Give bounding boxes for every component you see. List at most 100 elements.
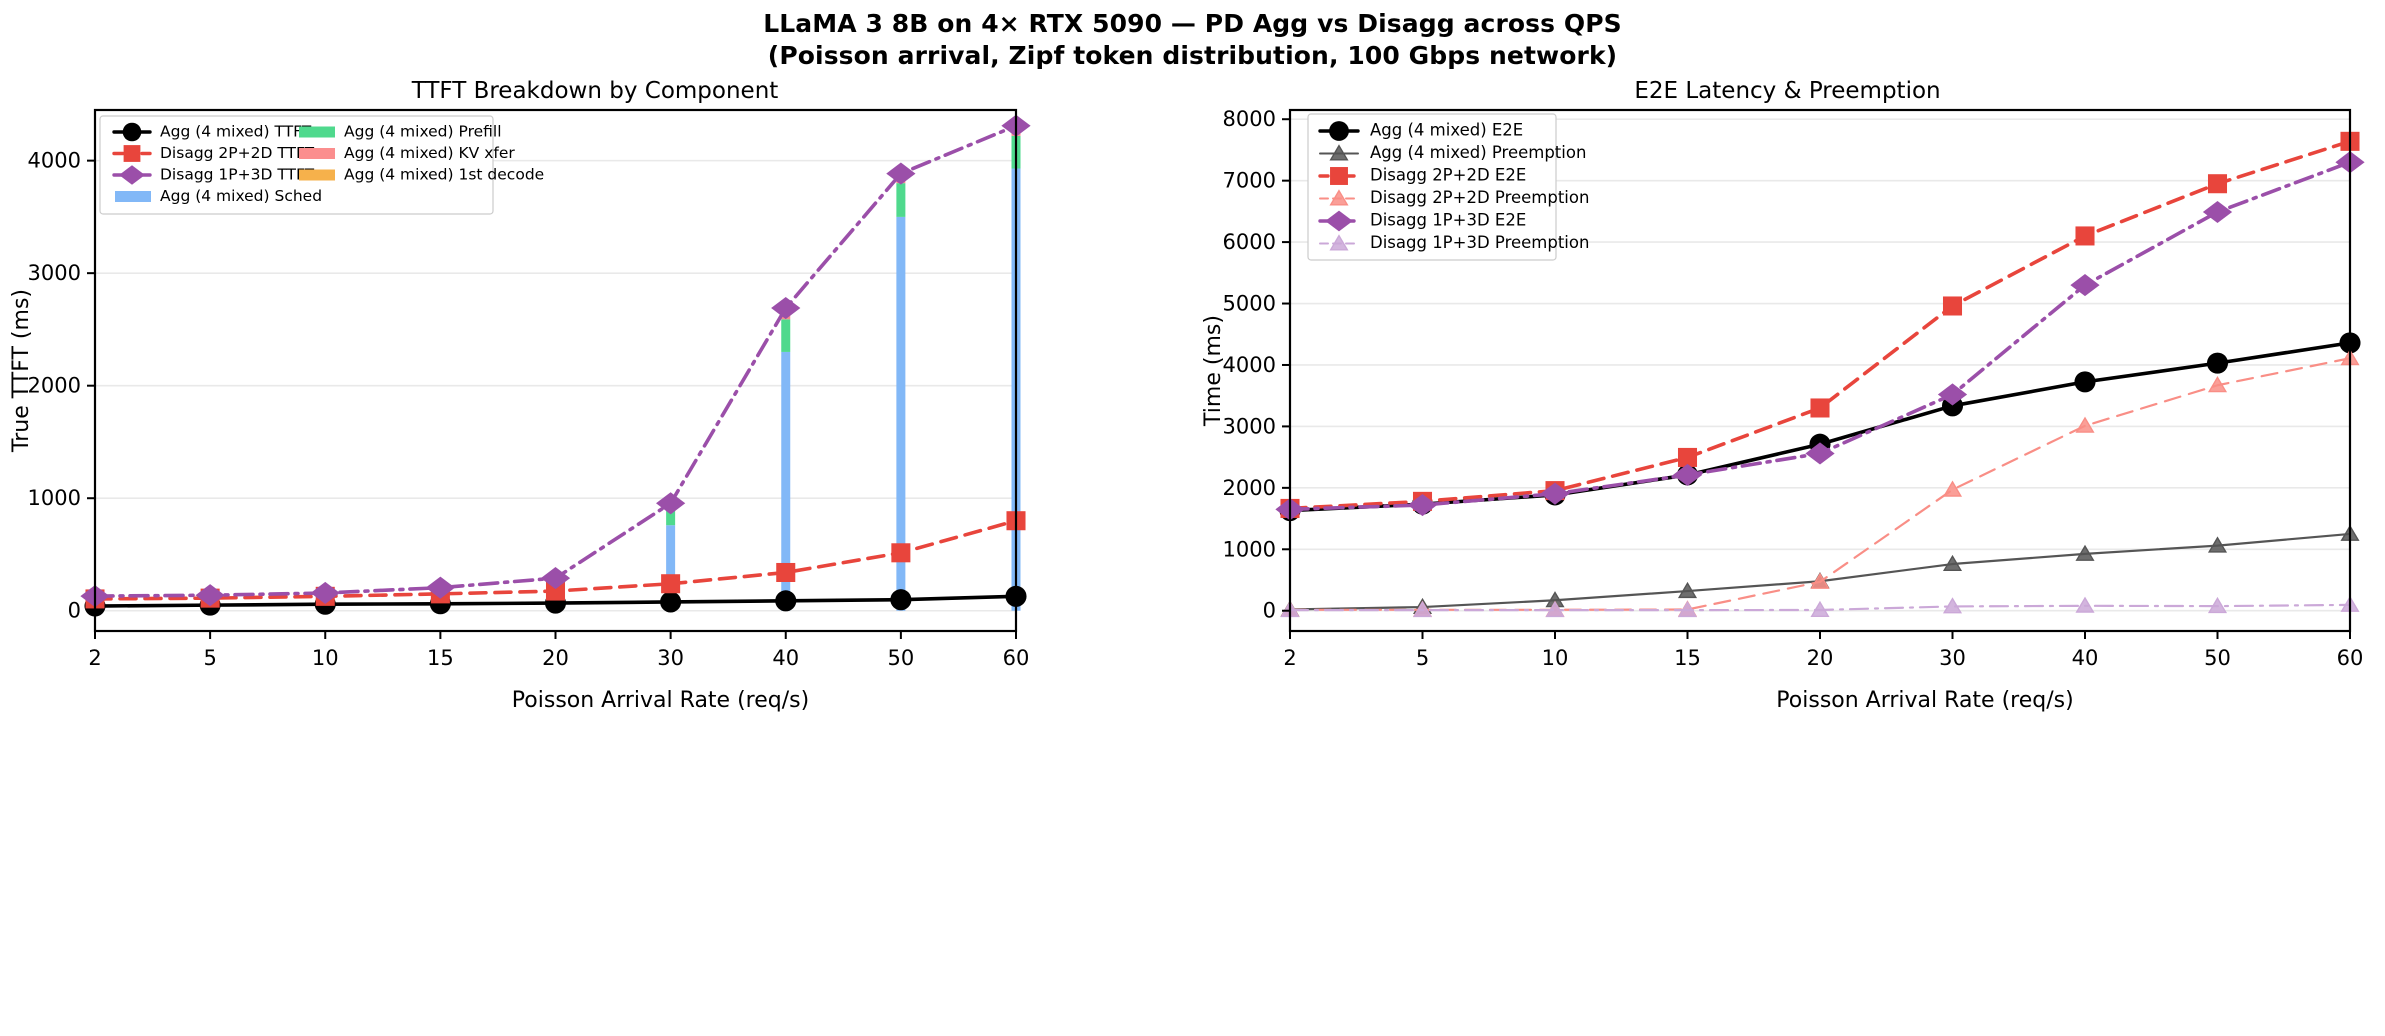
data-point <box>1407 494 1438 517</box>
data-point <box>1545 600 1565 618</box>
data-point <box>2206 352 2229 374</box>
y-tick-label: 1000 <box>28 486 81 510</box>
x-tick-label: 10 <box>312 646 339 670</box>
legend-swatch <box>299 169 335 181</box>
legend-label: Disagg 1P+3D E2E <box>1370 211 1526 230</box>
y-tick-label: 4000 <box>28 149 81 173</box>
data-point <box>540 567 571 590</box>
y-tick-label: 5000 <box>1223 292 1276 316</box>
chart-panel-ttft-breakdown: TTFT Breakdown by Component 0 1000 2000 300… <box>0 78 1190 1036</box>
y-tick-label: 4000 <box>1223 353 1276 377</box>
legend-label: Agg (4 mixed) TTFT <box>160 123 312 141</box>
data-point <box>771 296 801 320</box>
legend-item[interactable]: Agg (4 mixed) KV xfer <box>299 144 515 162</box>
data-point <box>2207 376 2228 393</box>
data-series <box>1275 131 2365 618</box>
y-tick-label: 1000 <box>1223 537 1276 561</box>
x-tick-label: 40 <box>2072 646 2099 670</box>
x-tick-label: 15 <box>427 646 454 670</box>
data-point <box>2075 544 2095 561</box>
data-point <box>195 584 225 607</box>
x-tick-label: 5 <box>1416 646 1429 670</box>
legend-item[interactable]: Disagg 1P+3D TTFT <box>112 165 315 185</box>
series-disagg-2p-2d-preemption <box>1280 349 2360 617</box>
legend-left: Agg (4 mixed) TTFT Disagg 2P+2D TTFT Disag… <box>99 115 544 215</box>
data-point <box>891 543 911 563</box>
legend-item[interactable]: Agg (4 mixed) Preemption <box>1319 143 1586 162</box>
suptitle-line-1: LLaMA 3 8B on 4× RTX 5090 — PD Agg vs Di… <box>763 9 1622 38</box>
legend-item[interactable]: Disagg 1P+3D Preemption <box>1319 233 1589 252</box>
legend-item[interactable]: Disagg 2P+2D TTFT <box>112 144 315 162</box>
legend-swatch <box>299 148 335 159</box>
y-axis-label: Time (ms) <box>1201 315 1226 427</box>
data-point <box>775 590 797 612</box>
x-axis-label: Poisson Arrival Rate (req/s) <box>512 688 809 713</box>
x-tick-label: 40 <box>772 646 799 670</box>
x-tick-label: 30 <box>1939 646 1966 670</box>
x-tick-label: 50 <box>888 646 915 670</box>
y-tick-label: 2000 <box>1223 476 1276 500</box>
legend-marker <box>119 165 145 185</box>
y-tick-label: 0 <box>68 599 81 623</box>
legend-item[interactable]: Disagg 2P+2D Preemption <box>1319 188 1589 207</box>
suptitle-line-2: (Poisson arrival, Zipf token distributio… <box>767 41 1618 70</box>
data-point <box>2075 596 2095 613</box>
legend-label: Disagg 1P+3D TTFT <box>160 166 315 184</box>
stack-segment <box>781 351 791 611</box>
y-axis-label: True TTFT (ms) <box>9 289 34 453</box>
data-point <box>2207 596 2228 614</box>
y-tick-label: 3000 <box>1223 414 1276 438</box>
data-point <box>1810 398 1830 418</box>
legend-label: Agg (4 mixed) Preemption <box>1370 143 1586 162</box>
axes: 0 1000 2000 3000 4000 5000 6000 7000 8000 2 5 10 15 2… <box>1223 107 2364 670</box>
y-tick-label: 7000 <box>1223 169 1276 193</box>
axes: 0 1000 2000 3000 4000 2 5 10 15 20 30 40 50 60 <box>28 108 1029 670</box>
data-point <box>2074 371 2096 393</box>
legend-label: Agg (4 mixed) Prefill <box>344 123 502 141</box>
legend-marker <box>1330 167 1348 185</box>
data-point <box>661 574 681 594</box>
subplot-title-left: TTFT Breakdown by Component <box>411 78 779 104</box>
legend-item[interactable]: Agg (4 mixed) 1st decode <box>299 166 544 184</box>
x-tick-label: 15 <box>1674 646 1701 670</box>
legend-item[interactable]: Agg (4 mixed) Prefill <box>299 123 502 141</box>
legend-label: Disagg 2P+2D E2E <box>1370 166 1526 185</box>
data-point <box>656 492 686 515</box>
data-point <box>545 581 566 601</box>
data-point <box>886 162 916 185</box>
data-point <box>1942 554 1963 572</box>
legend-item[interactable]: Agg (4 mixed) TTFT <box>112 122 312 142</box>
legend-label: Disagg 1P+3D Preemption <box>1370 233 1589 252</box>
legend-item[interactable]: Disagg 2P+2D E2E <box>1318 166 1526 185</box>
x-tick-label: 20 <box>1807 646 1834 670</box>
y-tick-label: 8000 <box>1223 107 1276 131</box>
data-point <box>1540 482 1570 505</box>
x-tick-label: 5 <box>203 646 216 670</box>
data-point <box>1942 597 1963 614</box>
legend-label: Agg (4 mixed) KV xfer <box>344 144 515 162</box>
x-axis-label: Poisson Arrival Rate (req/s) <box>1776 688 2073 713</box>
data-point <box>1677 447 1698 467</box>
legend-item[interactable]: Agg (4 mixed) Sched <box>115 187 322 205</box>
legend-label: Agg (4 mixed) Sched <box>160 187 322 205</box>
x-tick-label: 20 <box>542 646 569 670</box>
legend-marker <box>123 145 141 162</box>
data-point <box>1810 600 1830 617</box>
ttft-breakdown-plot: 0 1000 2000 3000 4000 2 5 10 15 20 30 40 50 60 Poisson… <box>9 108 1031 713</box>
gridlines <box>95 159 1016 612</box>
data-point <box>310 581 340 605</box>
data-point <box>2070 274 2100 297</box>
y-tick-label: 2000 <box>28 374 81 398</box>
x-tick-label: 60 <box>2337 646 2364 670</box>
legend-item[interactable]: Agg (4 mixed) E2E <box>1318 121 1523 141</box>
legend-marker <box>122 122 142 142</box>
y-tick-label: 0 <box>1263 599 1276 623</box>
data-point <box>1942 480 1963 497</box>
legend-item[interactable]: Disagg 1P+3D E2E <box>1318 211 1526 232</box>
stack-segment <box>896 216 906 611</box>
legend-label: Agg (4 mixed) 1st decode <box>344 166 544 184</box>
data-point <box>2075 226 2095 246</box>
legend-box <box>99 115 494 215</box>
legend-label: Disagg 2P+2D TTFT <box>160 144 315 162</box>
